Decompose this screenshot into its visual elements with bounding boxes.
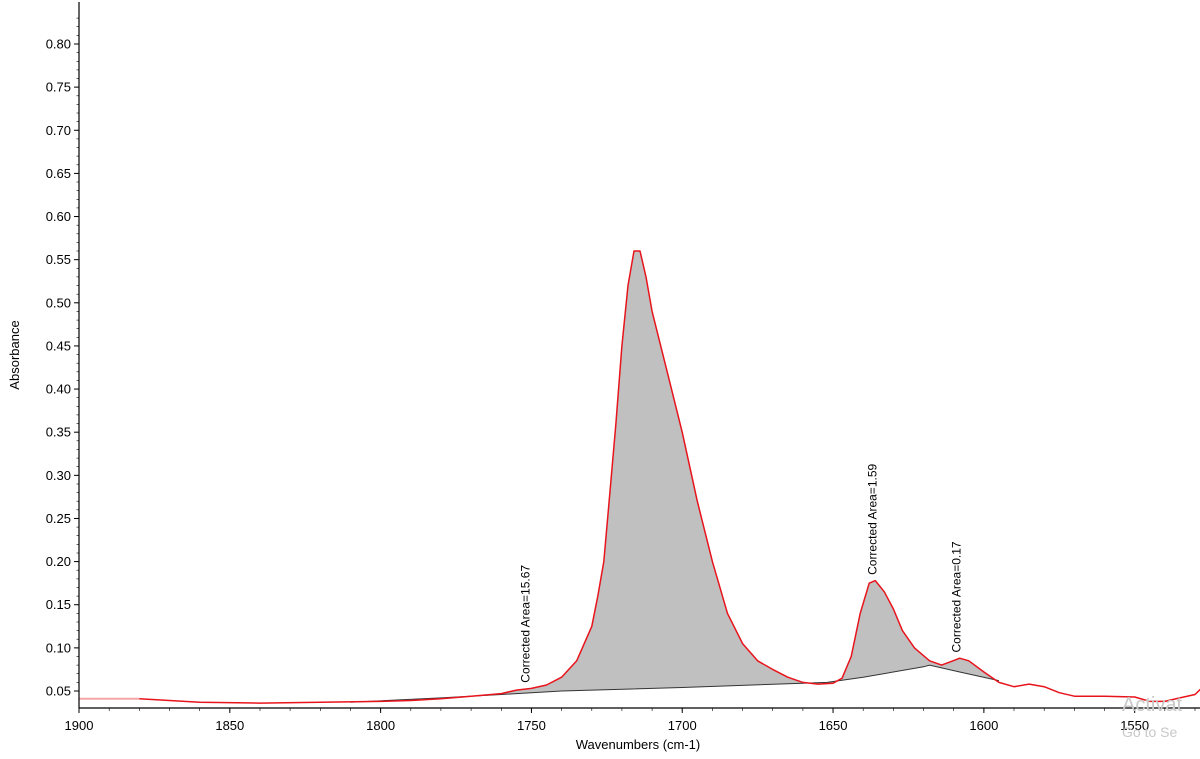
y-tick-label: 0.15: [46, 597, 71, 612]
watermark-line2: Go to Se: [1122, 724, 1177, 740]
x-tick-label: 1550: [1120, 718, 1149, 733]
axes: [74, 2, 1200, 713]
x-tick-label: 1800: [366, 718, 395, 733]
y-tick-labels: 0.05 0.10 0.15 0.20 0.25 0.30 0.35 0.40 0.45 0.50…: [46, 37, 71, 699]
y-tick-label: 0.60: [46, 209, 71, 224]
watermark-line1: Activat: [1122, 694, 1182, 716]
y-tick-label: 0.25: [46, 511, 71, 526]
y-tick-label: 0.65: [46, 166, 71, 181]
y-axis-title: Absorbance: [7, 320, 22, 389]
annotations: Corrected Area=15.67 Corrected Area=1.59 C…: [518, 464, 963, 683]
x-tick-label: 1850: [215, 718, 244, 733]
spectrum-line-group: [79, 250, 1200, 704]
y-tick-label: 0.80: [46, 37, 71, 52]
y-tick-label: 0.35: [46, 425, 71, 440]
y-tick-label: 0.20: [46, 554, 71, 569]
x-tick-label: 1650: [819, 718, 848, 733]
y-tick-label: 0.40: [46, 382, 71, 397]
integration-fills: [501, 251, 999, 695]
x-tick-label: 1900: [65, 718, 94, 733]
x-tick-labels: 1900 1850 1800 1750 1700 1650 1600 1550: [65, 718, 1150, 733]
integration-area-1: [501, 251, 827, 695]
y-tick-label: 0.05: [46, 684, 71, 699]
area-label-2: Corrected Area=1.59: [865, 464, 879, 575]
y-tick-label: 0.30: [46, 468, 71, 483]
y-tick-label: 0.50: [46, 295, 71, 310]
area-label-1: Corrected Area=15.67: [518, 565, 532, 683]
x-tick-label: 1750: [517, 718, 546, 733]
y-tick-label: 0.75: [46, 80, 71, 95]
integration-area-2: [827, 580, 930, 684]
y-tick-label: 0.55: [46, 252, 71, 267]
watermark: Activat Go to Se: [1122, 694, 1182, 740]
x-tick-label: 1600: [969, 718, 998, 733]
x-tick-label: 1700: [668, 718, 697, 733]
x-axis-title: Wavenumbers (cm-1): [576, 737, 700, 752]
spectrum-line: [139, 250, 1200, 704]
y-tick-label: 0.45: [46, 338, 71, 353]
y-tick-label: 0.70: [46, 123, 71, 138]
area-label-3: Corrected Area=0.17: [950, 541, 964, 652]
y-tick-label: 0.10: [46, 640, 71, 655]
